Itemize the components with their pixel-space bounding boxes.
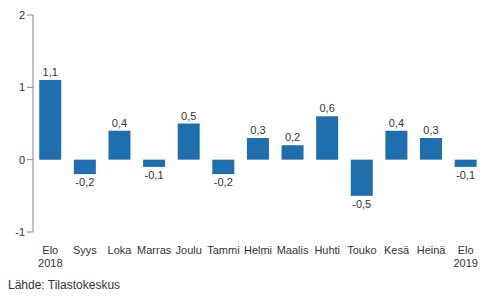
svg-text:0: 0: [19, 154, 25, 166]
svg-text:1: 1: [19, 81, 25, 93]
svg-text:Elo2019: Elo2019: [453, 244, 477, 269]
svg-text:0,6: 0,6: [320, 102, 335, 114]
svg-text:-1: -1: [15, 226, 25, 238]
svg-text:-0,2: -0,2: [214, 176, 233, 188]
svg-text:Loka: Loka: [108, 244, 133, 256]
svg-text:Touko: Touko: [347, 244, 376, 256]
svg-text:Syys: Syys: [73, 244, 97, 256]
svg-text:1,1: 1,1: [43, 66, 58, 78]
svg-text:Marras: Marras: [137, 244, 172, 256]
svg-text:0,4: 0,4: [112, 117, 127, 129]
svg-text:-0,2: -0,2: [75, 176, 94, 188]
svg-text:-0,1: -0,1: [145, 169, 164, 181]
svg-text:2: 2: [19, 9, 25, 21]
svg-text:Heinä: Heinä: [417, 244, 447, 256]
svg-text:Joulu: Joulu: [176, 244, 202, 256]
svg-text:Huhti: Huhti: [314, 244, 340, 256]
svg-text:-0,1: -0,1: [456, 169, 475, 181]
svg-text:0,3: 0,3: [423, 124, 438, 136]
svg-text:0,2: 0,2: [285, 131, 300, 143]
svg-text:Tammi: Tammi: [207, 244, 239, 256]
svg-text:Elo2018: Elo2018: [38, 244, 62, 269]
svg-text:-0,5: -0,5: [352, 198, 371, 210]
svg-text:0,5: 0,5: [181, 110, 196, 122]
html-text:Lähde: Tilastokeskus: Lähde: Tilastokeskus: [8, 278, 121, 292]
svg-text:Maalis: Maalis: [277, 244, 309, 256]
svg-text:0,3: 0,3: [250, 124, 265, 136]
svg-text:Helmi: Helmi: [244, 244, 272, 256]
svg-text:Kesä: Kesä: [384, 244, 410, 256]
svg-text:0,4: 0,4: [389, 117, 404, 129]
